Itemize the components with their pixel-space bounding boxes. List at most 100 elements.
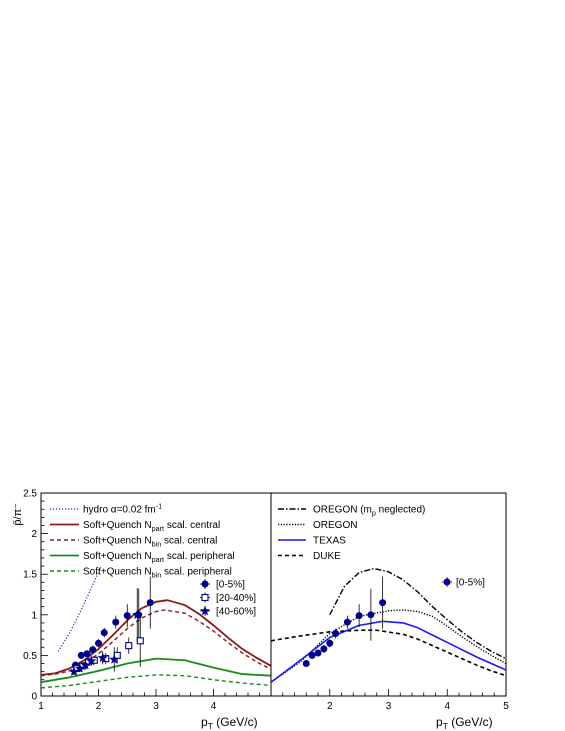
- data-point: [379, 599, 387, 607]
- data-point: [112, 618, 120, 626]
- x-axis-label-sub: T: [443, 721, 448, 731]
- data-points: [68, 576, 154, 676]
- legend-label-main: OREGON: [313, 520, 357, 531]
- data-point: [314, 649, 322, 657]
- x-tick-label: 2: [96, 701, 102, 712]
- x-axis-label-main: p: [436, 715, 443, 729]
- legend-label-main: Soft+Quench N: [83, 520, 152, 531]
- series-line: [41, 609, 271, 677]
- legend-label-rest: scal. peripheral: [161, 567, 232, 578]
- legend-label: Soft+Quench Npart scal. peripheral: [83, 551, 235, 564]
- legend-label: Soft+Quench Nbin scal. peripheral: [83, 567, 232, 580]
- data-point: [97, 652, 108, 663]
- data-point: [109, 654, 120, 664]
- data-point: [132, 609, 143, 620]
- x-axis-label-sub: T: [208, 721, 213, 731]
- series-line: [57, 565, 102, 652]
- series-line: [271, 629, 506, 677]
- data-point: [326, 639, 334, 647]
- x-axis-label: pT (GeV/c): [201, 715, 258, 731]
- legend-marker: [201, 593, 209, 602]
- legend-label-main: Soft+Quench N: [83, 551, 152, 562]
- data-point: [100, 629, 108, 637]
- legend-label: [40-60%]: [216, 607, 256, 618]
- legend-label: DUKE: [313, 551, 341, 562]
- series-line: [41, 674, 271, 689]
- data-point: [77, 651, 85, 659]
- legend-label: [0-5%]: [216, 580, 245, 591]
- y-tick-label: 2.5: [23, 489, 37, 500]
- x-axis-label-unit: (GeV/c): [448, 715, 493, 729]
- series-line: [41, 657, 271, 684]
- y-tick-label: 0.5: [23, 651, 37, 662]
- data-point: [125, 642, 133, 650]
- data-point: [89, 646, 97, 654]
- data-point: [308, 651, 316, 659]
- y-axis-label: p̄/π⁻: [12, 503, 24, 526]
- legend-label: OREGON (mp neglected): [313, 505, 425, 518]
- legend-label-main: DUKE: [313, 551, 341, 562]
- legend-label-rest: scal. central: [161, 536, 217, 547]
- legend-marker: [201, 580, 209, 588]
- x-tick-label: 4: [444, 701, 450, 712]
- legend-label-rest: scal. peripheral: [164, 551, 235, 562]
- legend-label-main: Soft+Quench N: [83, 567, 152, 578]
- legend-marker: [443, 578, 451, 586]
- x-tick-label: 3: [153, 701, 159, 712]
- series-line: [329, 567, 506, 660]
- x-tick-label: 2: [327, 701, 333, 712]
- legend-label-rest: scal. central: [164, 520, 220, 531]
- x-tick-label: 4: [211, 701, 217, 712]
- data-point: [302, 660, 310, 668]
- y-tick-label: 2: [31, 529, 37, 540]
- x-axis-label-main: p: [201, 715, 208, 729]
- series-line: [271, 620, 506, 683]
- data-point: [80, 659, 91, 670]
- data-point: [123, 612, 131, 620]
- legend-label: TEXAS: [313, 536, 346, 547]
- legend-label-sub: part: [152, 555, 164, 564]
- y-tick-label: 0: [31, 692, 37, 703]
- legend-label: OREGON: [313, 520, 357, 531]
- legend-label-rest: neglected): [376, 505, 425, 516]
- x-axis-label: pT (GeV/c): [436, 715, 493, 731]
- series-line: [271, 609, 506, 683]
- legend-label-sub: part: [152, 524, 164, 533]
- y-tick-label: 1: [31, 610, 37, 621]
- legend-label: [20-40%]: [216, 593, 256, 604]
- data-point: [332, 629, 340, 637]
- data-point: [355, 612, 363, 620]
- x-tick-label: 3: [386, 701, 392, 712]
- legend-label: Soft+Quench Nbin scal. central: [83, 536, 217, 549]
- data-point: [367, 611, 375, 619]
- x-tick-label: 5: [503, 701, 509, 712]
- data-point: [136, 637, 144, 645]
- x-axis-label-unit: (GeV/c): [213, 715, 258, 729]
- legend-label-main: Soft+Quench N: [83, 536, 152, 547]
- data-points: [302, 576, 387, 668]
- legend-label-sub: p: [372, 509, 376, 518]
- data-point: [74, 663, 85, 673]
- legend-marker: [199, 605, 211, 616]
- data-point: [146, 599, 154, 607]
- data-point: [320, 645, 328, 653]
- y-tick-label: 1.5: [23, 570, 37, 581]
- x-tick-label: 1: [38, 701, 44, 712]
- legend-label-sup: -1: [156, 502, 162, 511]
- left-panel: 1 2 3 4 0 0.5 1 1.5 2 2.5 p̄/π⁻ pT (GeV/c) hydro α=0…: [12, 489, 272, 731]
- legend-label-main: TEXAS: [313, 536, 346, 547]
- legend-label: Soft+Quench Npart scal. central: [83, 520, 220, 533]
- legend-label-sub: bin: [152, 571, 162, 580]
- curve-group: [271, 567, 506, 683]
- data-point: [95, 639, 102, 647]
- data-point: [343, 618, 351, 626]
- right-panel: 2 3 4 5pT (GeV/c)OREGON (mp neglected)OREGO…: [270, 492, 509, 731]
- legend-label-main: hydro α=0.02 fm: [83, 505, 156, 516]
- legend-label-main: OREGON (m: [313, 505, 372, 516]
- legend-label: hydro α=0.02 fm-1: [83, 502, 162, 516]
- legend-label-sub: bin: [152, 540, 162, 549]
- legend-label: [0-5%]: [456, 578, 485, 589]
- data-point: [83, 650, 91, 658]
- data-point: [86, 655, 97, 666]
